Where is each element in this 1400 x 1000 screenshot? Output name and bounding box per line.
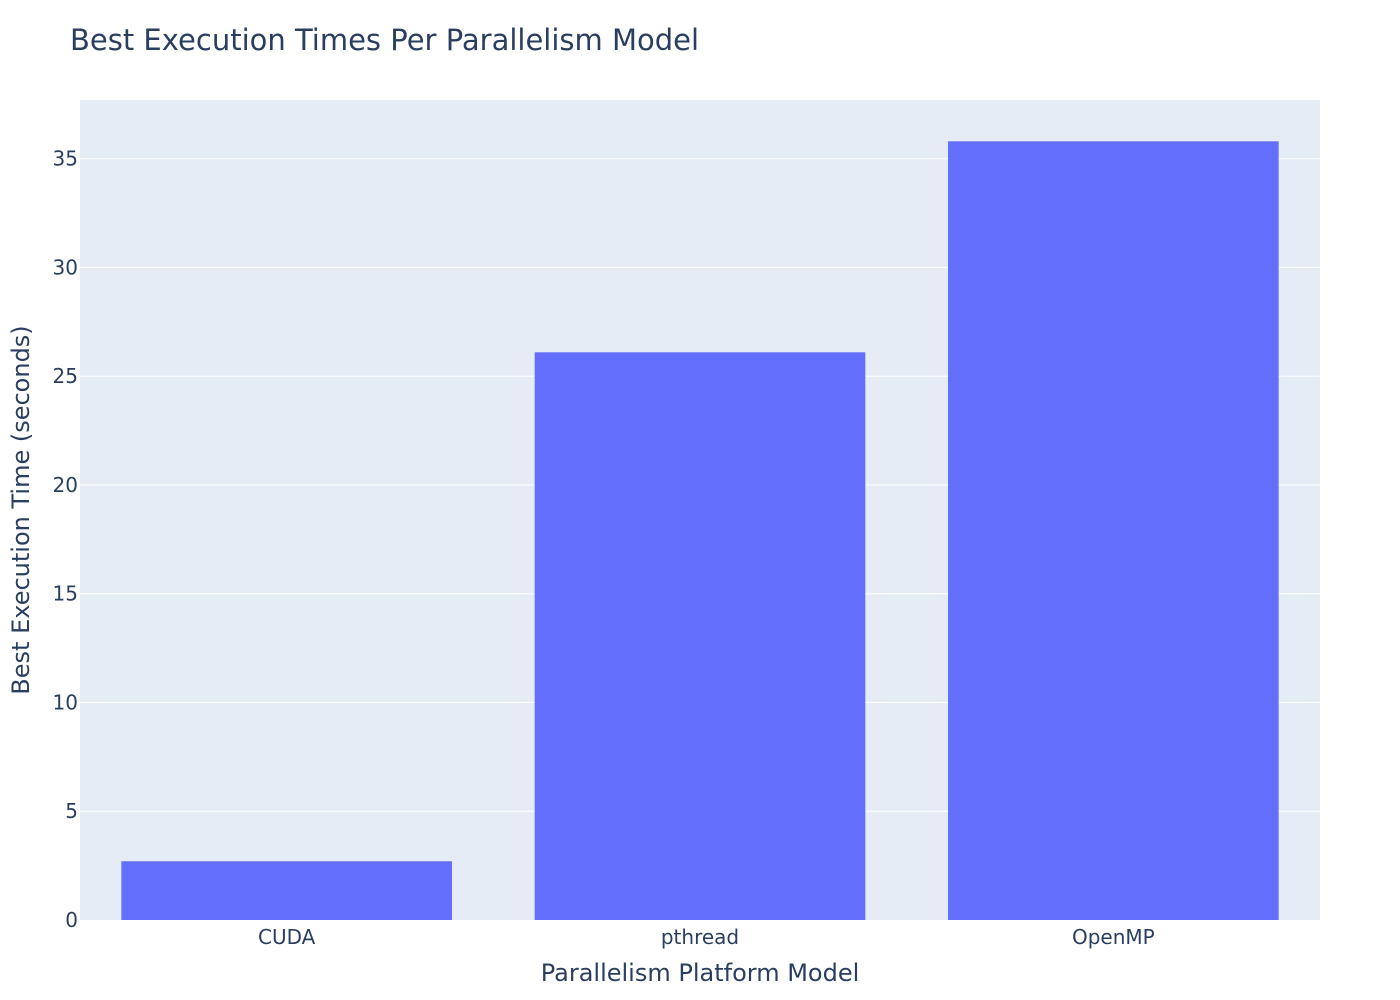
chart-title: Best Execution Times Per Parallelism Mod… xyxy=(70,23,699,57)
y-tick-label: 0 xyxy=(65,908,78,932)
y-tick-label: 35 xyxy=(53,147,78,171)
y-tick-labels: 0 5 10 15 20 25 30 35 xyxy=(53,147,78,932)
y-tick-label: 5 xyxy=(65,799,78,823)
x-tick-label: CUDA xyxy=(258,925,316,949)
bar-openmp[interactable] xyxy=(948,141,1279,920)
y-axis-title: Best Execution Time (seconds) xyxy=(7,325,35,694)
x-tick-labels: CUDA pthread OpenMP xyxy=(258,925,1155,949)
x-tick-label: pthread xyxy=(661,925,739,949)
y-tick-label: 20 xyxy=(53,473,78,497)
bars xyxy=(121,141,1279,920)
bar-cuda[interactable] xyxy=(121,861,452,920)
x-tick-label: OpenMP xyxy=(1072,925,1155,949)
y-tick-label: 15 xyxy=(53,582,78,606)
x-axis-title: Parallelism Platform Model xyxy=(541,959,860,987)
bar-pthread[interactable] xyxy=(534,352,866,920)
y-tick-label: 10 xyxy=(53,690,78,714)
y-tick-label: 30 xyxy=(53,255,78,279)
y-tick-label: 25 xyxy=(53,364,78,388)
